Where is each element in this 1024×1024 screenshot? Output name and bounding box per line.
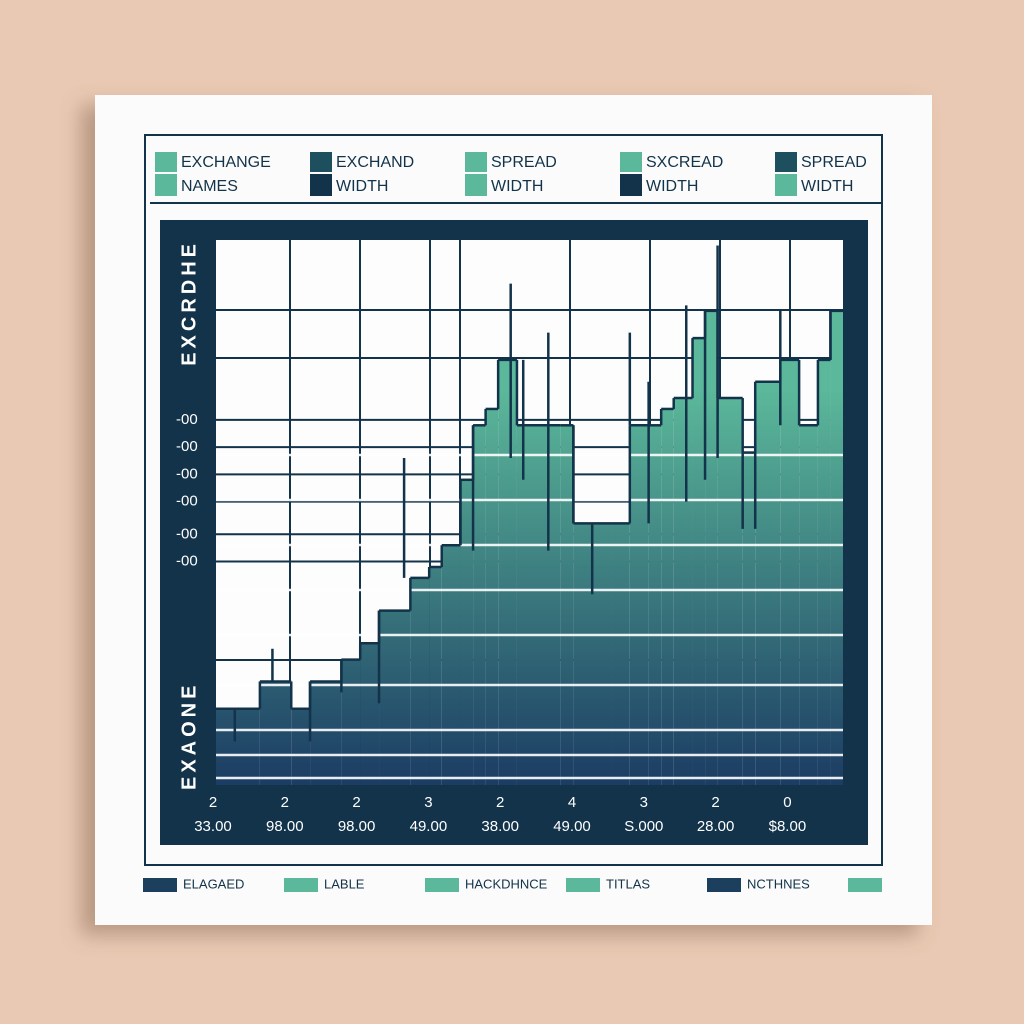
y-tick-label: -00 xyxy=(176,438,198,455)
footer-swatch xyxy=(566,878,600,892)
x-tick-label: 2 xyxy=(209,794,217,811)
footer-label: ELAGAED xyxy=(183,876,244,891)
step-area-segment xyxy=(341,659,361,785)
step-area-segment xyxy=(705,310,718,785)
legend-swatch xyxy=(310,152,332,172)
legend-swatch xyxy=(620,152,642,172)
x-tick-label: 2 xyxy=(711,794,719,811)
legend-label: SXCREAD xyxy=(646,154,723,171)
y-tick-label: -00 xyxy=(176,493,198,510)
x-tick-label: 3 xyxy=(424,794,432,811)
y-axis-label: EXAONE xyxy=(178,682,200,790)
footer-swatch xyxy=(425,878,459,892)
step-area-segment xyxy=(441,545,461,785)
footer-label: NCTHNES xyxy=(747,876,810,891)
y-tick-label: -00 xyxy=(176,465,198,482)
step-area-segment xyxy=(379,610,411,785)
footer-swatch xyxy=(284,878,318,892)
x-tick-label: $8.00 xyxy=(769,818,807,835)
x-tick-label: 0 xyxy=(783,794,791,811)
footer-swatch xyxy=(143,878,177,892)
x-tick-label: 49.00 xyxy=(410,818,448,835)
x-tick-label: 49.00 xyxy=(553,818,591,835)
step-area-segment xyxy=(629,425,649,785)
legend-label: EXCHANGE xyxy=(181,154,271,171)
x-tick-label: 98.00 xyxy=(338,818,376,835)
x-tick-label: 98.00 xyxy=(266,818,304,835)
legend-label: WIDTH xyxy=(646,178,698,195)
y-axis-label: EXCRDHE xyxy=(178,240,200,366)
step-area-segment xyxy=(673,398,693,785)
step-area-segment xyxy=(473,425,486,785)
legend-label: SPREAD xyxy=(801,154,867,171)
y-tick-label: -00 xyxy=(176,411,198,428)
step-area-segment xyxy=(291,708,311,785)
step-area-segment xyxy=(648,425,662,785)
x-tick-label: 2 xyxy=(496,794,504,811)
step-area-segment xyxy=(429,567,442,785)
legend-swatch xyxy=(620,174,642,196)
y-tick-label: -00 xyxy=(176,525,198,542)
step-area-segment xyxy=(460,479,474,785)
step-area-segment xyxy=(410,577,430,785)
step-area-segment xyxy=(799,425,818,785)
x-tick-label: S.000 xyxy=(624,818,663,835)
step-area-segment xyxy=(755,381,781,785)
step-area-segment xyxy=(742,452,756,785)
step-area-segment xyxy=(259,681,292,785)
footer-label: LABLE xyxy=(324,876,365,891)
legend-swatch xyxy=(465,174,487,196)
x-tick-label: 33.00 xyxy=(194,818,232,835)
inner-border xyxy=(144,134,883,866)
step-area-segment xyxy=(310,681,342,785)
step-area-segment xyxy=(717,398,743,785)
legend-swatch xyxy=(155,174,177,196)
step-area-segment xyxy=(661,408,674,785)
x-tick-label: 28.00 xyxy=(697,818,735,835)
step-area-segment xyxy=(560,425,574,785)
step-area-segment xyxy=(780,359,800,785)
step-area-segment xyxy=(485,408,499,785)
legend-label: WIDTH xyxy=(491,178,543,195)
legend-label: NAMES xyxy=(181,178,238,195)
legend-label: EXCHAND xyxy=(336,154,414,171)
step-area-segment xyxy=(216,708,260,785)
x-tick-label: 38.00 xyxy=(481,818,519,835)
legend-label: WIDTH xyxy=(801,178,853,195)
step-area-segment xyxy=(830,310,843,785)
legend-label: SPREAD xyxy=(491,154,557,171)
footer-swatch xyxy=(848,878,882,892)
x-tick-label: 2 xyxy=(352,794,360,811)
legend-swatch xyxy=(155,152,177,172)
x-tick-label: 2 xyxy=(281,794,289,811)
legend-swatch xyxy=(465,152,487,172)
step-area-segment xyxy=(498,359,517,785)
step-area-segment xyxy=(817,359,831,785)
legend-swatch xyxy=(775,152,797,172)
x-tick-label: 3 xyxy=(640,794,648,811)
legend-swatch xyxy=(310,174,332,196)
legend-swatch xyxy=(775,174,797,196)
step-area-segment xyxy=(360,643,380,785)
footer-swatch xyxy=(707,878,741,892)
step-area-segment xyxy=(516,425,561,785)
x-tick-label: 4 xyxy=(568,794,576,811)
legend-label: WIDTH xyxy=(336,178,388,195)
y-tick-label: -00 xyxy=(176,553,198,570)
footer-label: TITLAS xyxy=(606,876,650,891)
step-area-segment xyxy=(692,338,706,785)
step-area-segment xyxy=(611,523,630,785)
footer-label: HACKDHNCE xyxy=(465,876,548,891)
